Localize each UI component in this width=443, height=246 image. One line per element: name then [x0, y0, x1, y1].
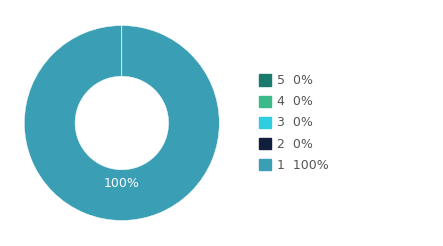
Legend: 5  0%, 4  0%, 3  0%, 2  0%, 1  100%: 5 0%, 4 0%, 3 0%, 2 0%, 1 100% [255, 71, 333, 175]
Text: 100%: 100% [104, 177, 140, 190]
Wedge shape [24, 26, 219, 220]
